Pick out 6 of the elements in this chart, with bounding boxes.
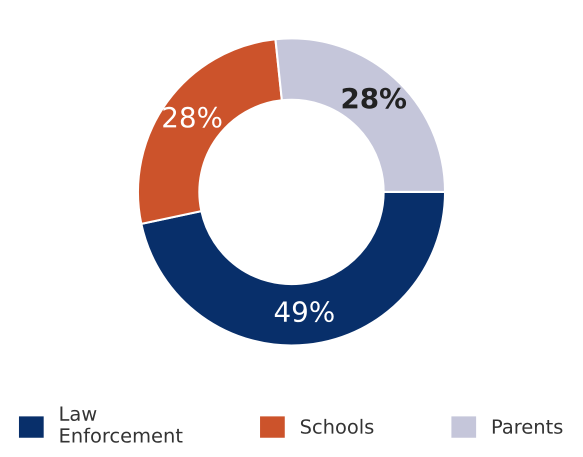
legend-label: Law Enforcement: [60, 406, 182, 443]
legend-label: Schools: [300, 418, 374, 434]
legend-label: Parents: [492, 419, 562, 434]
data-label: 49%: [274, 301, 334, 322]
data-label: 28%: [342, 88, 406, 109]
data-label: 28%: [163, 106, 222, 128]
